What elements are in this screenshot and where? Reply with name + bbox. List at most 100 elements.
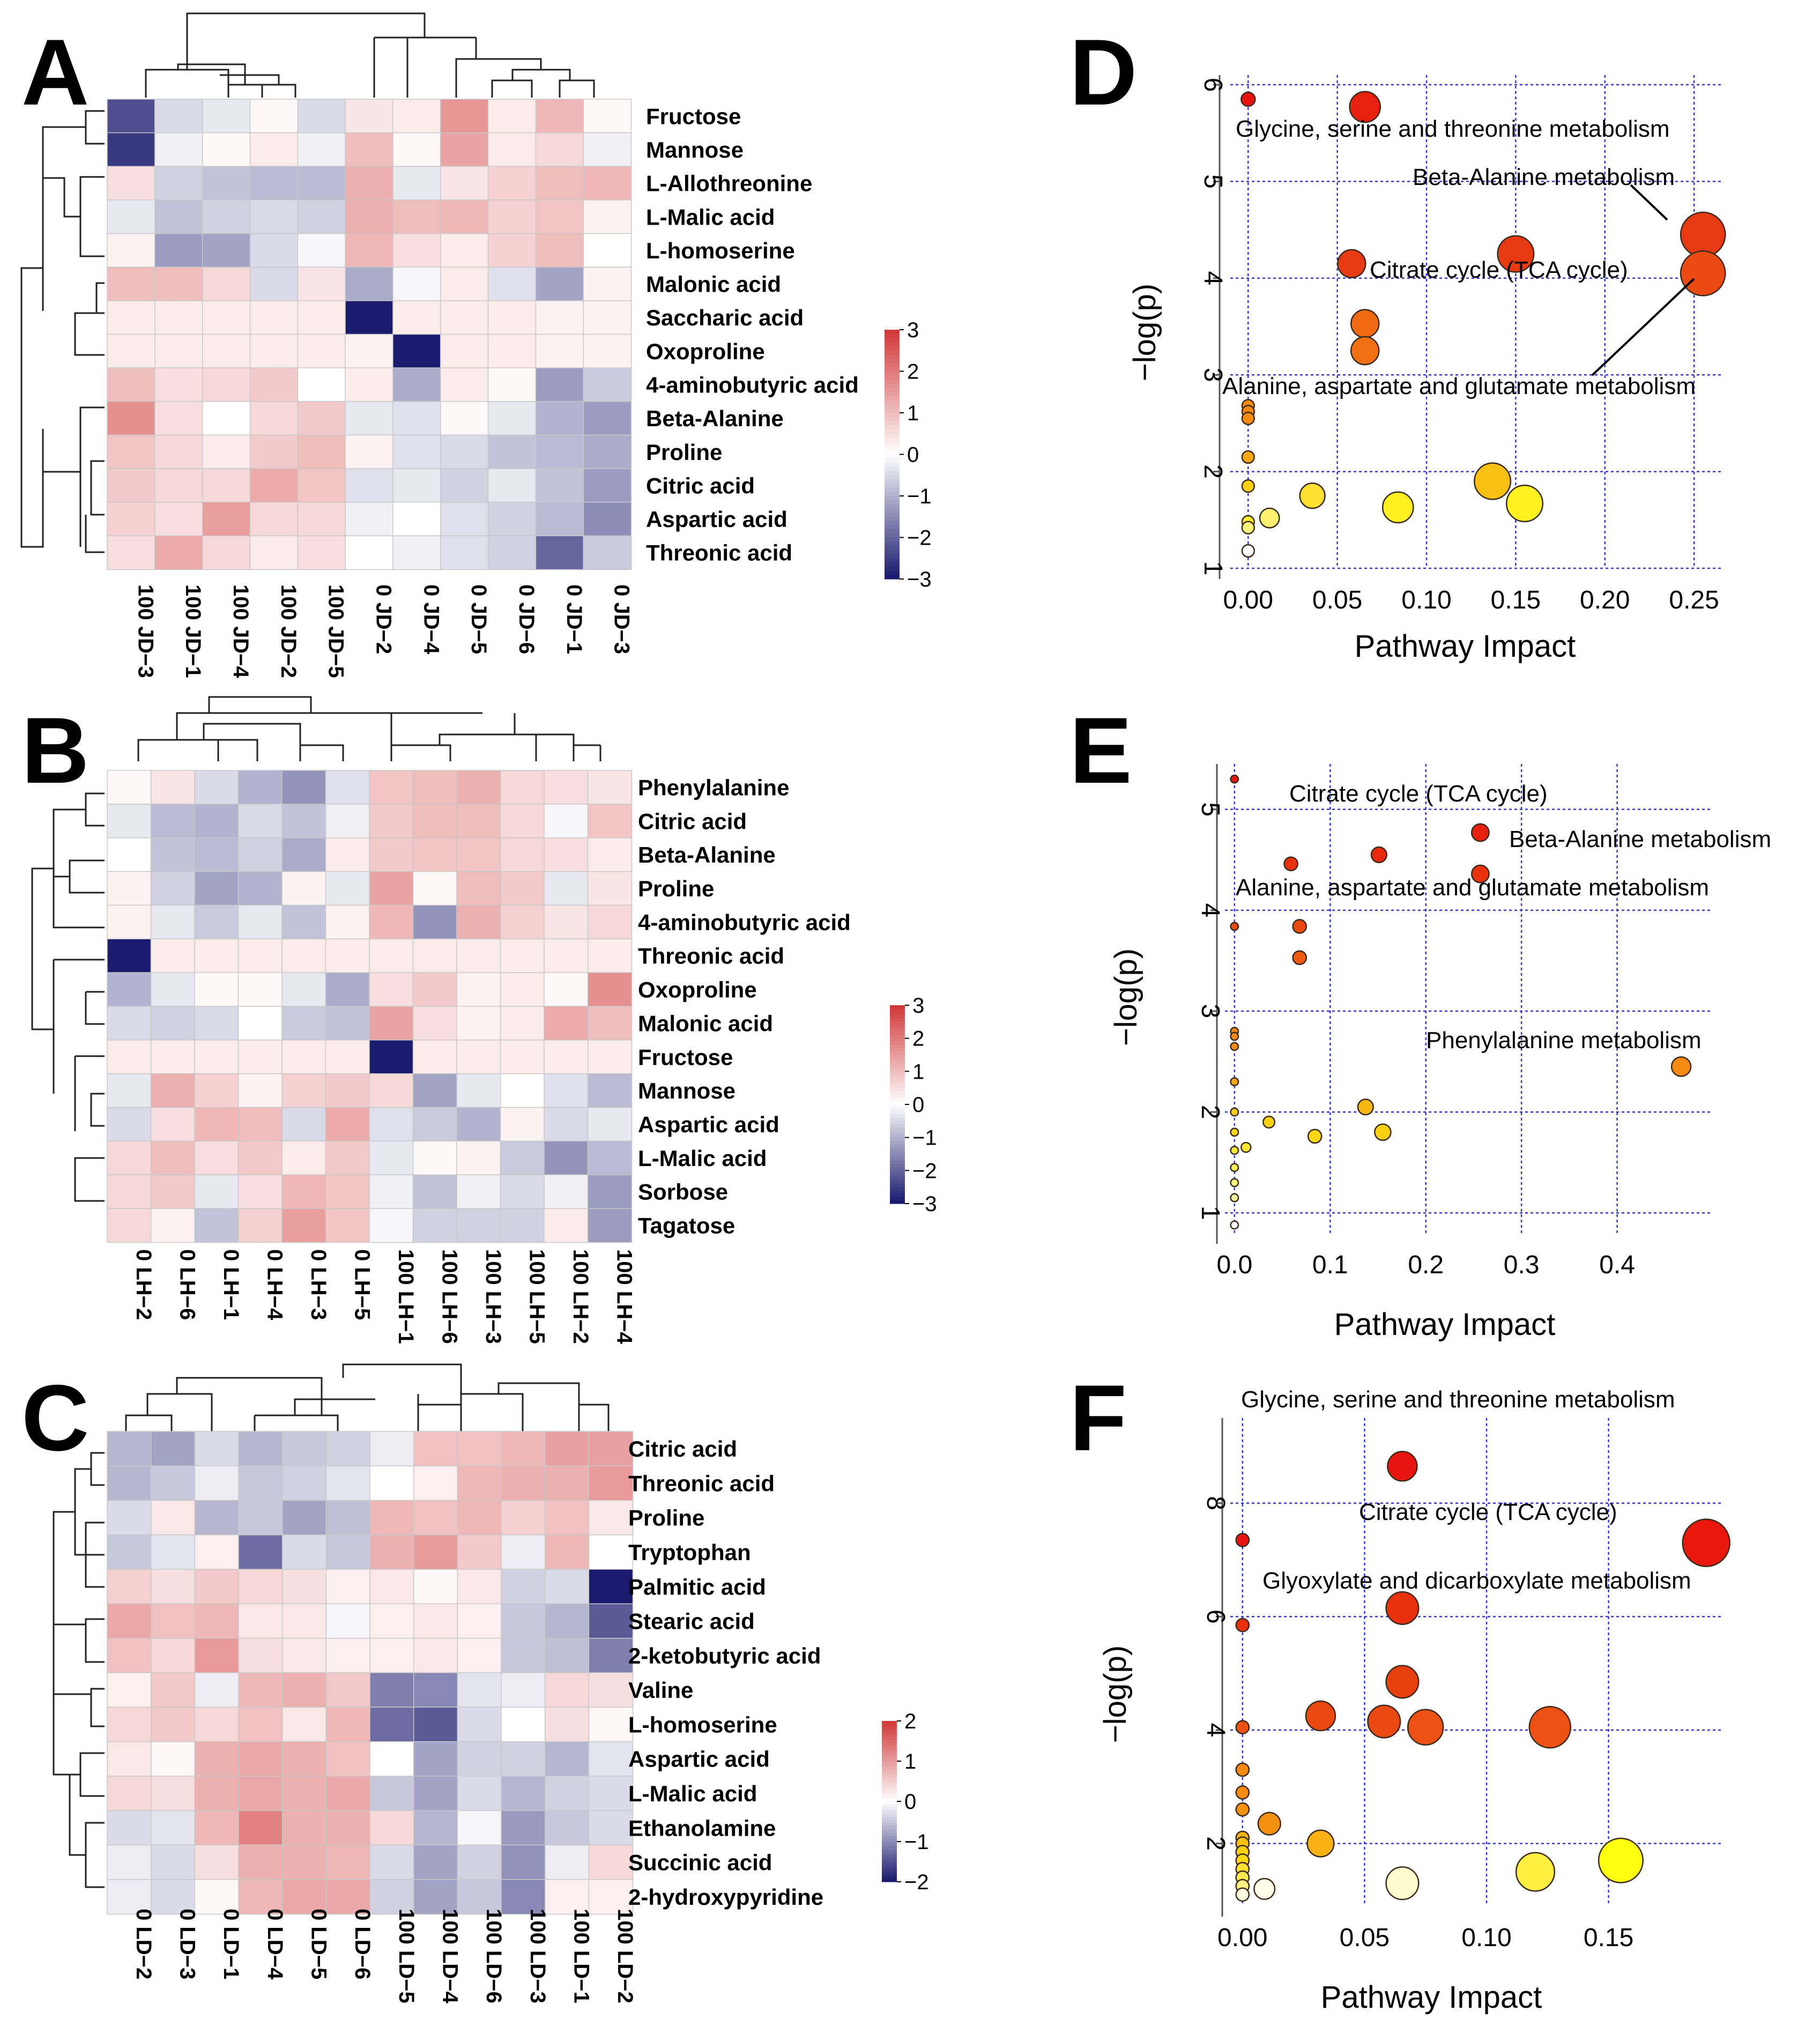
- color-scale-step: [885, 388, 900, 392]
- color-scale-step: [885, 500, 900, 505]
- heatmap-cell: [154, 501, 203, 537]
- color-scale-step: [890, 1127, 905, 1131]
- color-scale-step: [885, 450, 900, 455]
- color-scale-step: [890, 1055, 905, 1059]
- heatmap-col-label: 0 JD−6: [515, 584, 538, 654]
- heatmap-cell: [457, 1672, 502, 1708]
- y-tick-label: 6: [1199, 78, 1227, 92]
- heatmap-cell: [587, 1040, 633, 1075]
- color-scale-step: [890, 1137, 905, 1141]
- color-scale-step: [885, 546, 900, 551]
- color-scale-step: [890, 1190, 905, 1194]
- panel-letter-e: E: [1069, 699, 1132, 803]
- heatmap-cell: [194, 1534, 240, 1570]
- heatmap-cell: [544, 770, 589, 805]
- heatmap-cell: [544, 1208, 589, 1243]
- bubble-plot-d-grid: [1230, 75, 1721, 569]
- heatmap-cell: [249, 300, 299, 335]
- color-scale-step: [882, 1850, 897, 1853]
- heatmap-cell: [587, 1073, 633, 1108]
- heatmap-row-label: Mannose: [646, 137, 744, 162]
- heatmap-cell: [587, 871, 633, 906]
- heatmap-cell: [456, 1073, 501, 1108]
- color-scale-step: [882, 1852, 897, 1856]
- heatmap-cell: [588, 1603, 634, 1639]
- heatmap-cell: [544, 1107, 589, 1142]
- heatmap-cell: [487, 99, 537, 133]
- color-scale-step: [890, 1180, 905, 1184]
- heatmap-cell: [281, 1006, 326, 1041]
- heatmap-cell: [281, 1208, 326, 1243]
- heatmap-cell: [345, 166, 394, 201]
- heatmap-cell: [487, 199, 537, 234]
- heatmap-cell: [325, 1431, 371, 1467]
- heatmap-cell: [297, 333, 346, 369]
- bubble-plot-d-axes: 1 2 3 4 5 6 0.00 0.05 0.10 0.15 0.20 0.25: [1199, 75, 1719, 614]
- heatmap-b: Phenylalanine Citric acid Beta-Alanine Prol…: [31, 696, 937, 1345]
- heatmap-cell: [194, 1741, 240, 1777]
- color-scale-tick-label: −1: [912, 1126, 937, 1150]
- color-scale-step: [890, 1144, 905, 1148]
- color-scale-step: [882, 1871, 897, 1874]
- pathway-bubble: [1241, 521, 1255, 535]
- color-scale-tick-label: 0: [912, 1093, 924, 1117]
- heatmap-cell: [194, 1672, 240, 1708]
- heatmap-cell: [535, 367, 584, 402]
- heatmap-cell: [297, 501, 346, 537]
- heatmap-cell: [369, 1040, 414, 1075]
- color-scale-step: [885, 425, 900, 430]
- panel-letter-b: B: [21, 699, 89, 803]
- heatmap-cell: [369, 972, 414, 1007]
- heatmap-cell: [194, 1637, 240, 1674]
- color-scale-step: [882, 1758, 897, 1762]
- heatmap-cell: [281, 1500, 327, 1536]
- heatmap-cell: [456, 904, 501, 940]
- heatmap-cell: [297, 266, 346, 302]
- heatmap-cell: [150, 871, 196, 906]
- heatmap-cell: [412, 871, 458, 906]
- heatmap-cell: [281, 972, 326, 1007]
- heatmap-cell: [392, 535, 441, 570]
- heatmap-cell: [237, 1140, 283, 1176]
- heatmap-cell: [392, 99, 441, 133]
- heatmap-cell: [154, 166, 203, 201]
- heatmap-cell: [369, 837, 414, 872]
- heatmap-cell: [345, 535, 394, 570]
- heatmap-cell: [238, 1637, 283, 1674]
- pathway-bubble: [1337, 249, 1366, 279]
- heatmap-cell: [281, 837, 326, 872]
- heatmap-cell: [249, 434, 299, 470]
- heatmap-cell: [194, 1107, 239, 1142]
- heatmap-cell: [588, 1500, 634, 1536]
- heatmap-cell: [202, 266, 251, 302]
- pathway-bubble: [1470, 864, 1490, 884]
- heatmap-cell: [325, 804, 370, 839]
- heatmap-row-label: L-homoserine: [646, 238, 795, 263]
- heatmap-cell: [150, 1603, 196, 1639]
- heatmap-cell: [440, 333, 489, 369]
- color-scale-step: [882, 1879, 897, 1882]
- heatmap-cell: [150, 837, 196, 872]
- heatmap-cell: [325, 770, 370, 805]
- heatmap-cell: [500, 804, 545, 839]
- heatmap-cell: [325, 1569, 371, 1605]
- heatmap-cell: [588, 1706, 634, 1742]
- color-scale-step: [882, 1874, 897, 1877]
- heatmap-cell: [588, 1672, 634, 1708]
- heatmap-cell: [107, 1073, 152, 1108]
- color-scale-step: [890, 1111, 905, 1115]
- heatmap-cell: [107, 367, 156, 402]
- heatmap-cell: [587, 770, 633, 805]
- heatmap-cell: [281, 1465, 327, 1501]
- heatmap-cell: [237, 1006, 283, 1041]
- x-tick-label: 0.25: [1669, 586, 1719, 614]
- heatmap-cell: [457, 1706, 502, 1742]
- heatmap-col-label: 100 LD−1: [570, 1909, 593, 2003]
- heatmap-cell: [281, 1073, 326, 1108]
- heatmap-cell: [587, 1107, 633, 1142]
- heatmap-cell: [249, 333, 299, 369]
- heatmap-cell: [412, 770, 458, 805]
- heatmap-cell: [237, 837, 283, 872]
- color-scale-step: [882, 1753, 897, 1756]
- heatmap-cell: [150, 1500, 196, 1536]
